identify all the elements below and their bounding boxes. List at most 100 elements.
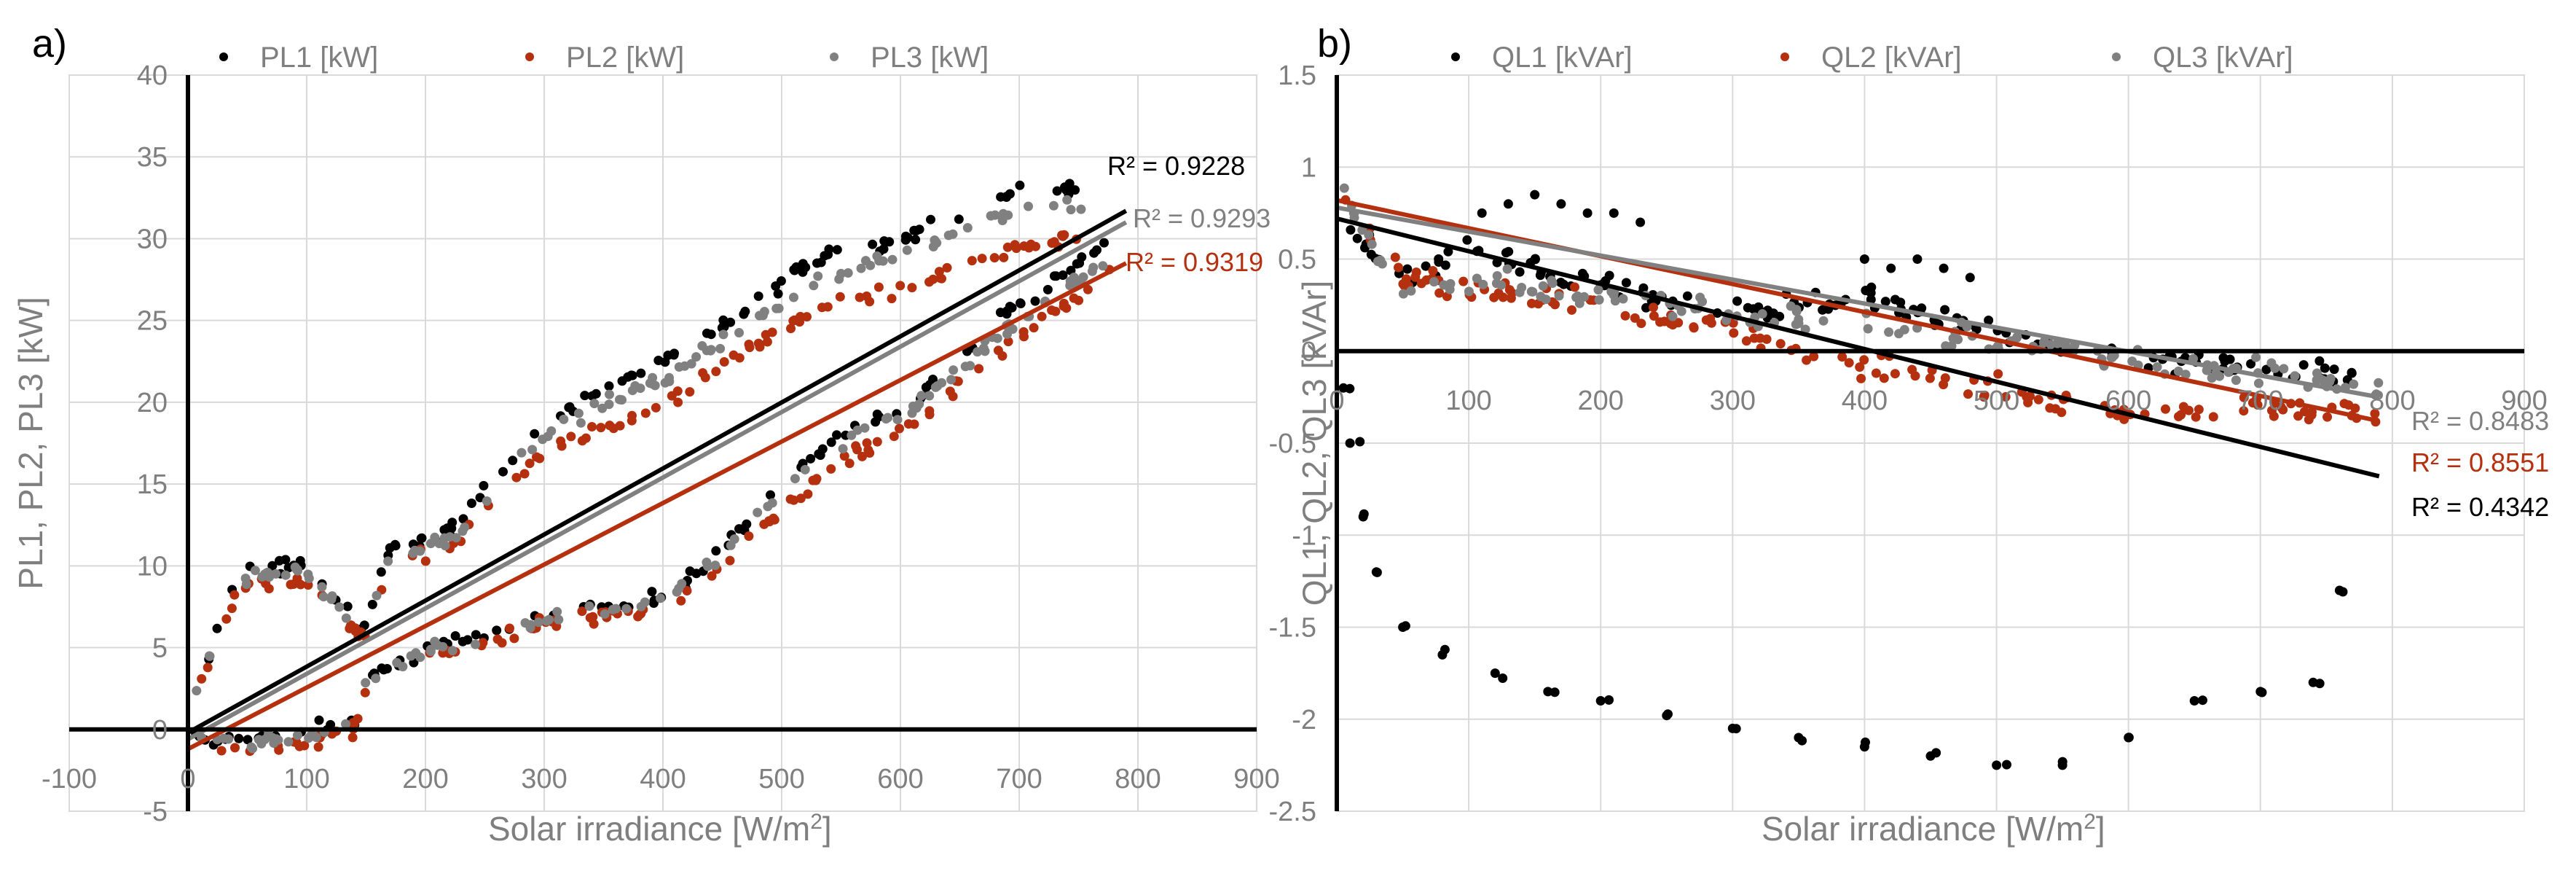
- point-pl1: [498, 466, 508, 477]
- point-ql1: [1400, 621, 1410, 631]
- point-ql3: [1478, 279, 1488, 289]
- y-tick-label: 20: [137, 388, 168, 418]
- point-pl3: [292, 730, 302, 741]
- y-tick-label: 25: [137, 306, 168, 337]
- point-pl1: [718, 321, 729, 332]
- point-ql1: [1732, 296, 1743, 306]
- point-ql3: [2349, 379, 2359, 389]
- panel-a-tick-labels: -100 0 100 200 300 400 500 600 700 800 900 -5 0 5 10 15…: [42, 60, 1280, 827]
- point-pl2: [889, 431, 899, 442]
- point-ql2: [1963, 389, 1973, 399]
- panel-b-trendlines: R² = 0.4342 R² = 0.8551 R² = 0.8483: [1336, 198, 2549, 522]
- point-pl3: [672, 587, 682, 597]
- point-ql2: [1394, 262, 1403, 273]
- point-pl3: [304, 574, 314, 583]
- point-pl3: [326, 594, 337, 604]
- y-tick-label: -2.5: [1269, 797, 1316, 827]
- point-pl2: [511, 472, 522, 483]
- point-ql1: [1917, 303, 1927, 313]
- point-pl2: [348, 718, 358, 727]
- point-pl2: [651, 402, 661, 413]
- point-pl2: [945, 386, 955, 396]
- x-tick-label: 300: [1710, 386, 1756, 416]
- point-ql2: [1689, 322, 1699, 332]
- point-ql3: [2039, 336, 2049, 346]
- y-tick-label: -2: [1292, 705, 1316, 735]
- point-pl2: [347, 732, 358, 743]
- point-pl1: [812, 258, 822, 268]
- point-pl1: [1099, 238, 1109, 248]
- point-ql3: [2270, 363, 2280, 373]
- x-tick-label: 200: [1578, 386, 1624, 416]
- y-tick-label: -0.5: [1269, 429, 1316, 459]
- point-ql2: [1390, 252, 1400, 262]
- point-pl3: [800, 464, 810, 474]
- point-pl2: [974, 364, 984, 374]
- point-pl3: [283, 737, 294, 747]
- x-tick-label: 400: [1842, 386, 1888, 416]
- point-pl2: [420, 556, 431, 566]
- panel-a-points: [191, 179, 1115, 757]
- point-pl3: [604, 399, 614, 410]
- point-pl2: [855, 292, 865, 302]
- legend-marker-ql2: [1780, 52, 1789, 61]
- r2-label-ql1: R² = 0.4342: [2411, 492, 2549, 522]
- point-ql1: [1886, 263, 1896, 273]
- point-pl1: [1089, 248, 1099, 258]
- point-pl2: [505, 623, 514, 633]
- point-pl2: [796, 311, 806, 321]
- point-pl2: [977, 254, 987, 264]
- point-ql3: [1515, 287, 1525, 297]
- point-ql2: [1729, 328, 1739, 338]
- x-tick-label: -100: [42, 764, 97, 794]
- point-ql1: [1621, 278, 1631, 288]
- point-pl3: [680, 361, 690, 371]
- point-ql1: [1421, 261, 1431, 271]
- point-ql3: [1554, 291, 1564, 301]
- x-tick-label: 900: [1233, 764, 1279, 794]
- point-ql3: [1573, 291, 1583, 301]
- point-pl2: [1047, 305, 1057, 316]
- point-pl2: [785, 494, 796, 504]
- point-pl3: [259, 569, 270, 579]
- x-tick-label: 200: [402, 764, 448, 794]
- point-pl3: [341, 719, 350, 729]
- point-pl3: [605, 389, 614, 399]
- point-pl3: [517, 448, 527, 458]
- point-pl3: [383, 556, 393, 566]
- point-pl3: [533, 617, 543, 628]
- point-ql1: [1530, 190, 1540, 200]
- panel-a-trendlines: R² = 0.9228 R² = 0.9319 R² = 0.9293: [186, 151, 1271, 751]
- legend-ql1: QL1 [kVAr]: [1492, 42, 1633, 74]
- point-ql1: [1462, 235, 1472, 245]
- point-pl2: [769, 513, 779, 523]
- point-pl3: [960, 362, 970, 372]
- point-ql3: [1786, 301, 1796, 311]
- point-pl3: [838, 444, 848, 454]
- point-pl2: [857, 451, 867, 461]
- point-pl3: [263, 730, 273, 740]
- point-pl3: [852, 425, 863, 435]
- point-pl3: [924, 391, 935, 401]
- point-ql2: [2350, 403, 2360, 413]
- point-pl2: [862, 438, 872, 448]
- point-ql3: [1349, 213, 1359, 223]
- point-pl2: [519, 469, 530, 479]
- point-ql1: [2246, 359, 2256, 369]
- point-ql3: [2231, 375, 2241, 386]
- point-ql1: [1443, 246, 1453, 257]
- panel-b-xlabel: Solar irradiance [W/m2]: [1762, 810, 2105, 848]
- y-tick-label: 35: [137, 142, 168, 173]
- point-pl3: [718, 329, 729, 340]
- x-tick-label: 800: [1115, 764, 1161, 794]
- point-pl2: [682, 586, 692, 595]
- point-pl1: [580, 391, 590, 401]
- point-pl2: [745, 343, 755, 353]
- point-pl1: [820, 251, 830, 261]
- x-tick-label: 400: [640, 764, 686, 794]
- panel-a: a) R² = 0.9228 R² = 0.9319 R² = 0.9293 -10…: [12, 22, 1280, 848]
- point-ql2: [1871, 368, 1881, 378]
- point-ql3: [1884, 327, 1894, 337]
- point-pl1: [1049, 271, 1059, 281]
- point-ql3: [1398, 289, 1408, 299]
